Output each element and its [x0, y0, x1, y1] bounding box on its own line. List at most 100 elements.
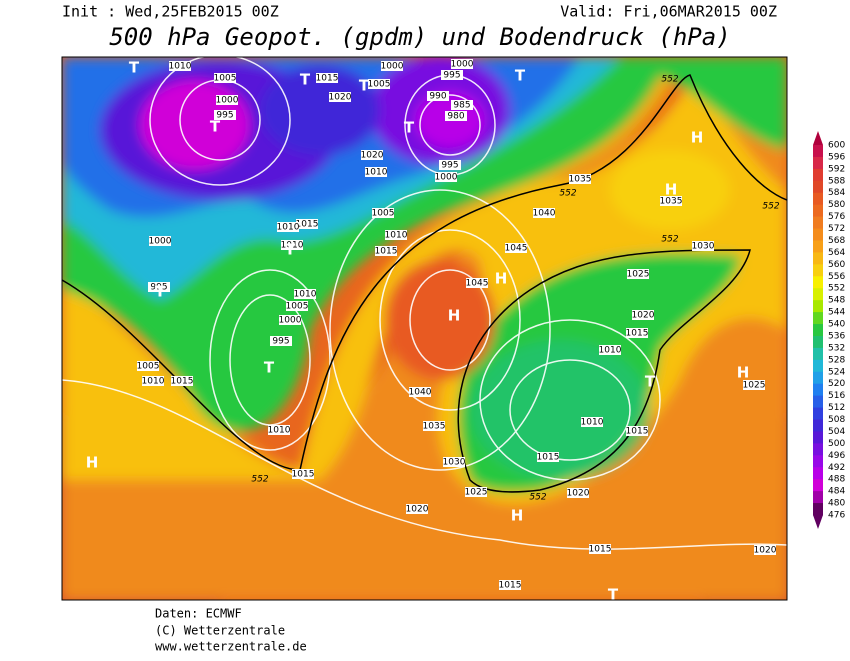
isobar-label-box	[329, 92, 351, 102]
colorbar-band	[813, 395, 823, 409]
isobar-label: 1010	[277, 223, 300, 233]
pressure-center-label: T	[515, 67, 526, 85]
colorbar-band	[813, 216, 823, 230]
isobar-label: 995	[150, 283, 167, 293]
colorbar-band	[813, 335, 823, 349]
geopotential-label: 552	[661, 75, 678, 85]
isobar-label: 1040	[409, 388, 432, 398]
colorbar-label: 488	[828, 475, 845, 485]
isobar-label: 1010	[581, 418, 604, 428]
colorbar-band	[813, 300, 823, 313]
isobar-label: 1000	[216, 96, 239, 106]
colorbar-label: 476	[828, 511, 845, 521]
isobar-label: 1030	[692, 242, 715, 252]
isobar-label: 1010	[599, 346, 622, 356]
map-frame	[61, 56, 788, 601]
colorbar-label: 576	[828, 212, 845, 222]
isobar-label: 1045	[505, 244, 528, 254]
isobar-label: 980	[447, 112, 464, 122]
isobar-label: 1000	[149, 237, 172, 247]
isobar-label-box	[365, 167, 387, 177]
footer-url: www.wetterzentrale.de	[155, 640, 307, 654]
isobar-label-box	[368, 79, 390, 89]
colorbar-label: 564	[828, 248, 845, 258]
colorbar-label: 484	[828, 487, 845, 497]
colorbar-label: 540	[828, 320, 845, 330]
colorbar-label: 480	[828, 499, 845, 509]
isobar-label-box	[660, 196, 682, 206]
colorbar-band	[813, 228, 823, 241]
isobar-label-box	[632, 310, 654, 320]
colorbar-label: 556	[828, 272, 845, 282]
isobar-label-box	[589, 544, 611, 554]
colorbar-label: 548	[828, 296, 845, 306]
isobar-label: 1000	[381, 62, 404, 72]
isobar-label: 1015	[171, 377, 194, 387]
isobar-label-box	[296, 219, 318, 229]
isobar-label-box	[466, 278, 488, 288]
colorbar-label: 516	[828, 391, 845, 401]
isobar-label-box	[441, 70, 463, 80]
colorbar-band	[813, 192, 823, 206]
isobar-label-box	[754, 545, 776, 555]
isobar-label-box	[268, 425, 290, 435]
isobar-label-box	[294, 289, 316, 299]
isobar-label: 1005	[137, 362, 160, 372]
isobar-label-box	[169, 61, 191, 71]
isobar-label-box	[171, 376, 193, 386]
isobar-label-box	[567, 488, 589, 498]
isobar-label: 1015	[626, 427, 649, 437]
colorbar-label: 512	[828, 403, 845, 413]
isobar-label: 1020	[329, 93, 352, 103]
isobar-label-box	[743, 380, 765, 390]
isobar-label-box	[626, 328, 648, 338]
isobar-label: 1010	[385, 231, 408, 241]
isobar-label: 1025	[743, 381, 766, 391]
isobar-label: 995	[272, 337, 289, 347]
isobar-label: 1010	[281, 241, 304, 251]
colorbar-label: 568	[828, 236, 845, 246]
isobar-label-box	[277, 222, 299, 232]
isobar-label-box	[692, 241, 714, 251]
isobar-label-box	[381, 61, 403, 71]
colorbar-band	[813, 156, 823, 170]
isobar-label-box	[423, 421, 445, 431]
footer-source: Daten: ECMWF	[155, 607, 242, 621]
pressure-center-label: H	[495, 270, 508, 288]
isobar-label-box	[427, 91, 449, 101]
isobar-label-box	[626, 426, 648, 436]
isobar-label-box	[149, 236, 171, 246]
colorbar-cap	[813, 515, 823, 529]
colorbar-label: 500	[828, 439, 845, 449]
isobar-label: 1015	[499, 581, 522, 591]
isobar-label-box	[409, 387, 431, 397]
isobar-label: 995	[441, 161, 458, 171]
isobar-label-box	[142, 376, 164, 386]
colorbar-band	[813, 359, 823, 373]
colorbar-band	[813, 491, 823, 504]
isobar-label: 1005	[286, 302, 309, 312]
isobar-label-box	[361, 150, 383, 160]
isobar-label-box	[375, 246, 397, 256]
isobar-label: 995	[216, 111, 233, 121]
isobar-label: 1035	[423, 422, 446, 432]
isobar-label: 1015	[537, 453, 560, 463]
colorbar-band	[813, 419, 823, 432]
geopotential-label: 552	[762, 202, 779, 212]
isobar-label-box	[443, 457, 465, 467]
colorbar-band	[813, 145, 823, 158]
colorbar-band	[813, 347, 823, 361]
isobar-label: 1000	[451, 60, 474, 70]
isobar-label: 1015	[316, 74, 339, 84]
pressure-center-label: T	[359, 77, 370, 95]
colorbar-label: 536	[828, 331, 845, 341]
colorbar-label: 524	[828, 367, 845, 377]
map-title: 500 hPa Geopot. (gpdm) und Bodendruck (h…	[109, 23, 730, 51]
pressure-center-label: T	[645, 373, 656, 391]
colorbar-label: 580	[828, 200, 845, 210]
colorbar-band	[813, 180, 823, 194]
isobar-label: 1015	[296, 220, 319, 230]
isobar-label: 1010	[365, 168, 388, 178]
map-labels: 1010 1005 1000 995 1015 1020 1000 1005 995 1000 99…	[86, 59, 780, 604]
